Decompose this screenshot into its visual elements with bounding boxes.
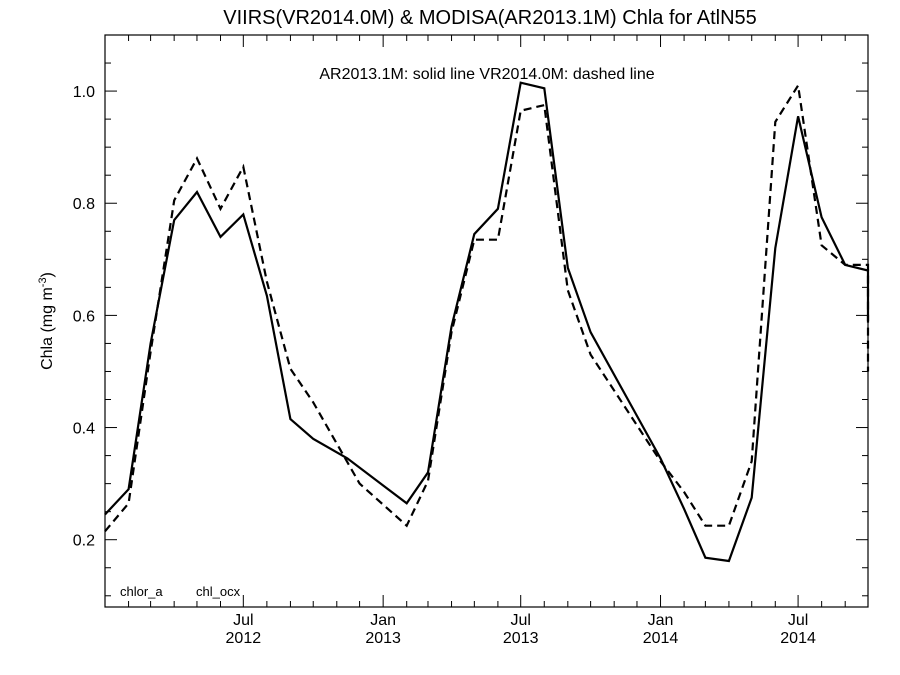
series-line-vr2014-0m	[104, 82, 870, 533]
y-tick-label: 0.2	[73, 533, 95, 550]
x-tick-month: Jan	[648, 612, 674, 629]
x-tick-month: Jan	[370, 612, 396, 629]
x-tick-year: 2014	[643, 630, 679, 647]
x-tick-year: 2013	[503, 630, 539, 647]
line-style-note: AR2013.1M: solid line VR2014.0M: dashed …	[319, 66, 654, 83]
y-tick-label: 1.0	[73, 84, 95, 101]
x-tick-year: 2014	[780, 630, 816, 647]
x-tick-month: Jul	[510, 612, 530, 629]
x-tick-month: Jul	[788, 612, 808, 629]
series-group	[104, 81, 870, 563]
series-line-ar2013-1m	[104, 81, 870, 563]
y-axis-label: Chla (mg m-3)	[37, 272, 56, 370]
y-tick-label: 0.6	[73, 308, 95, 325]
y-tick-label: 0.4	[73, 421, 95, 438]
y-axis: 0.2 0.4 0.6 0.8 1.0	[73, 34, 868, 597]
bottom-label-chlor-a: chlor_a	[120, 584, 163, 599]
y-tick-label: 0.8	[73, 196, 95, 213]
x-tick-month: Jul	[233, 612, 253, 629]
plot-frame	[104, 34, 869, 608]
bottom-label-chl-ocx: chl_ocx	[196, 584, 241, 599]
chart-title: VIIRS(VR2014.0M) & MODISA(AR2013.1M) Chl…	[223, 7, 757, 29]
x-tick-year: 2013	[365, 630, 401, 647]
x-tick-year: 2012	[226, 630, 262, 647]
